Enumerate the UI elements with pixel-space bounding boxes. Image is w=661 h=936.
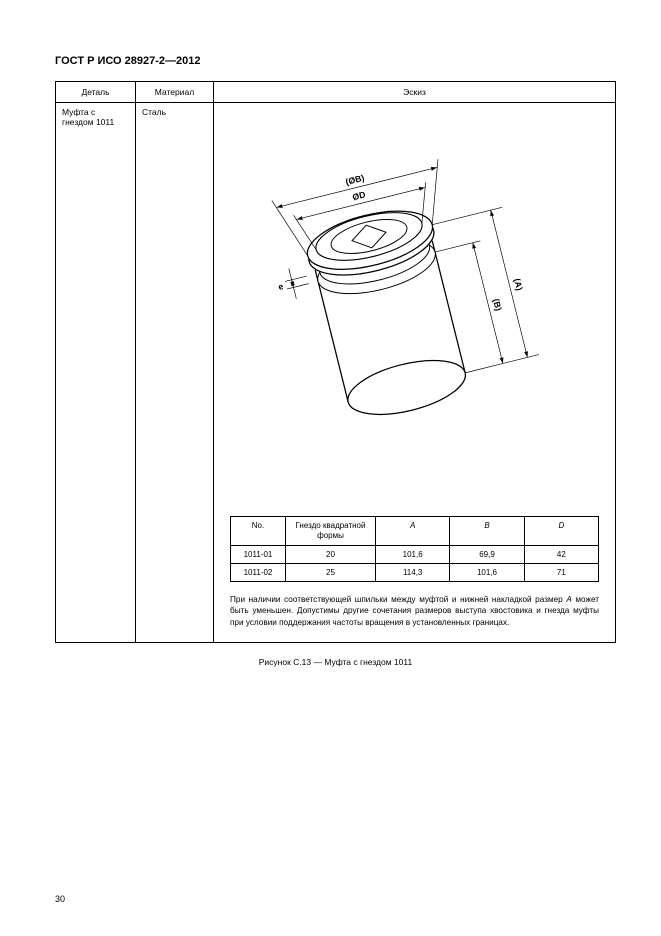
svg-text:(B): (B) [491, 298, 504, 312]
dim-cell-no: 1011-02 [231, 563, 286, 581]
dim-cell-sq: 25 [286, 563, 376, 581]
table-row: Муфта с гнездом 1011 Сталь [56, 103, 616, 643]
footnote-text: При наличии соответствующей шпильки межд… [220, 588, 609, 638]
cell-material: Сталь [136, 103, 214, 643]
document-header: ГОСТ Р ИСО 28927-2—2012 [55, 55, 616, 67]
dim-cell-no: 1011-01 [231, 545, 286, 563]
dim-header-a: A [376, 517, 450, 545]
dim-cell-a: 101,6 [376, 545, 450, 563]
cell-sketch: ØD (ØB) [214, 103, 616, 643]
dim-cell-d: 42 [524, 545, 598, 563]
dim-cell-a: 114,3 [376, 563, 450, 581]
dim-header-no: No. [231, 517, 286, 545]
col-header-material: Материал [136, 82, 214, 103]
coupling-diagram-svg: ØD (ØB) [220, 107, 609, 516]
dimensions-header-row: No. Гнездо квадратной формы A B D [231, 517, 599, 545]
document-page: ГОСТ Р ИСО 28927-2—2012 Деталь Материал … [0, 0, 661, 936]
figure-caption: Рисунок С.13 — Муфта с гнездом 1011 [55, 657, 616, 667]
dim-header-square: Гнездо квадратной формы [286, 517, 376, 545]
main-table: Деталь Материал Эскиз Муфта с гнездом 10… [55, 81, 616, 643]
svg-text:ØD: ØD [351, 189, 366, 202]
dimensions-row: 1011-02 25 114,3 101,6 71 [231, 563, 599, 581]
dim-cell-b: 101,6 [450, 563, 524, 581]
table-header-row: Деталь Материал Эскиз [56, 82, 616, 103]
technical-drawing: ØD (ØB) [220, 107, 609, 516]
dim-cell-sq: 20 [286, 545, 376, 563]
svg-text:(A): (A) [512, 277, 525, 291]
page-number: 30 [55, 894, 65, 904]
col-header-detail: Деталь [56, 82, 136, 103]
dimensions-row: 1011-01 20 101,6 69,9 42 [231, 545, 599, 563]
col-header-sketch: Эскиз [214, 82, 616, 103]
dim-cell-b: 69,9 [450, 545, 524, 563]
cell-detail: Муфта с гнездом 1011 [56, 103, 136, 643]
dim-header-d: D [524, 517, 598, 545]
svg-text:e: e [277, 281, 284, 292]
dim-header-b: B [450, 517, 524, 545]
dim-cell-d: 71 [524, 563, 598, 581]
dimensions-table-wrap: No. Гнездо квадратной формы A B D [220, 516, 609, 587]
svg-text:(ØB): (ØB) [344, 173, 365, 187]
dimensions-table: No. Гнездо квадратной формы A B D [230, 516, 599, 581]
